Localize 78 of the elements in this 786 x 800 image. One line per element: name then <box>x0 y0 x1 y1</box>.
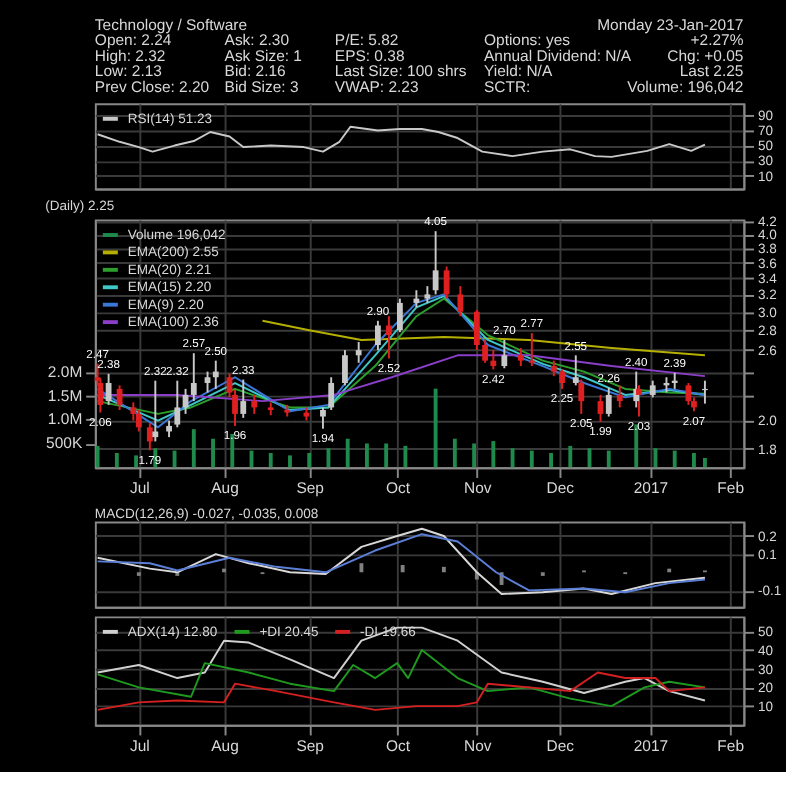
candlestick <box>473 308 480 352</box>
text: Ask Size: 1 <box>224 46 302 65</box>
x-tick-label: Nov <box>464 479 492 498</box>
x-tick-label: Nov <box>464 736 492 755</box>
candlestick <box>152 379 159 443</box>
candlestick <box>443 265 450 300</box>
candlestick <box>501 339 508 370</box>
x-tick-label: Dec <box>546 736 575 755</box>
candlestick <box>671 371 678 390</box>
text: P/E: 5.82 <box>334 31 399 50</box>
x-tick-label: Dec <box>546 479 575 498</box>
text: SCTR: <box>483 77 531 96</box>
candlestick <box>528 332 535 368</box>
candlestick <box>578 378 585 415</box>
text: Open: 2.24 <box>94 31 173 50</box>
line-series <box>261 319 706 357</box>
text: Ask: 2.30 <box>224 31 290 50</box>
candlestick <box>328 376 335 411</box>
candlestick <box>490 349 497 371</box>
candlestick <box>174 379 181 429</box>
x-tick-label: Sep <box>296 736 324 755</box>
x-tick-label: Sep <box>296 479 324 498</box>
candlestick <box>251 393 258 415</box>
candlestick <box>105 372 112 406</box>
text: Technology / Software <box>94 15 248 34</box>
x-tick-label: Feb <box>717 479 744 498</box>
text: Chg: +0.05 <box>667 46 744 65</box>
x-tick-label: 2017 <box>633 736 669 755</box>
candlestick <box>375 319 381 352</box>
text: Low: 2.13 <box>94 62 162 81</box>
candlestick <box>212 359 219 390</box>
text: VWAP: 2.23 <box>334 77 419 96</box>
x-tick-label: Aug <box>211 736 239 755</box>
text: +2.27% <box>690 31 744 50</box>
candlestick <box>457 285 464 318</box>
candlestick <box>432 230 439 296</box>
y2-tick-label: 1.5M <box>47 386 83 405</box>
line-series <box>96 649 706 708</box>
candlestick <box>517 347 524 368</box>
x-tick-label: Oct <box>386 736 412 755</box>
candlestick <box>146 422 153 452</box>
candlestick <box>320 406 326 430</box>
x-tick-label: Feb <box>717 736 744 755</box>
candlestick <box>240 378 247 419</box>
candlestick <box>616 384 623 409</box>
y2-tick-label: 1.0M <box>47 410 83 429</box>
line-series <box>96 125 706 158</box>
candlestick <box>386 315 392 360</box>
text: Last 2.25 <box>679 62 744 81</box>
text: Bid: 2.16 <box>224 62 286 81</box>
candlestick <box>559 368 565 390</box>
x-tick-label: Aug <box>211 479 239 498</box>
text: Volume: 196,042 <box>627 77 744 96</box>
candlestick <box>355 341 362 364</box>
text: Bid Size: 3 <box>224 77 299 96</box>
x-tick-label: 2017 <box>633 479 669 498</box>
text: Annual Dividend: N/A <box>483 46 633 65</box>
text: EPS: 0.38 <box>334 46 405 65</box>
y2-tick-label: 500K <box>46 434 84 453</box>
text: Yield: N/A <box>483 62 554 81</box>
text: Prev Close: 2.20 <box>94 77 210 96</box>
text: Options: yes <box>483 31 571 50</box>
text: High: 2.32 <box>94 46 166 65</box>
y2-tick-label: 2.0M <box>47 362 83 381</box>
line-series <box>96 626 706 702</box>
x-tick-label: Jul <box>129 736 151 755</box>
candlestick <box>135 409 142 433</box>
candlestick <box>396 297 403 334</box>
line-series <box>96 671 706 711</box>
candlestick <box>572 354 579 387</box>
text: Last Size: 100 shrs <box>334 62 467 81</box>
x-tick-label: Oct <box>386 479 412 498</box>
text: Monday 23-Jan-2017 <box>597 15 744 34</box>
candlestick <box>342 349 348 387</box>
x-tick-label: Jul <box>129 479 151 498</box>
candlestick <box>605 386 612 418</box>
candlestick <box>190 352 197 403</box>
candlestick <box>482 339 488 364</box>
